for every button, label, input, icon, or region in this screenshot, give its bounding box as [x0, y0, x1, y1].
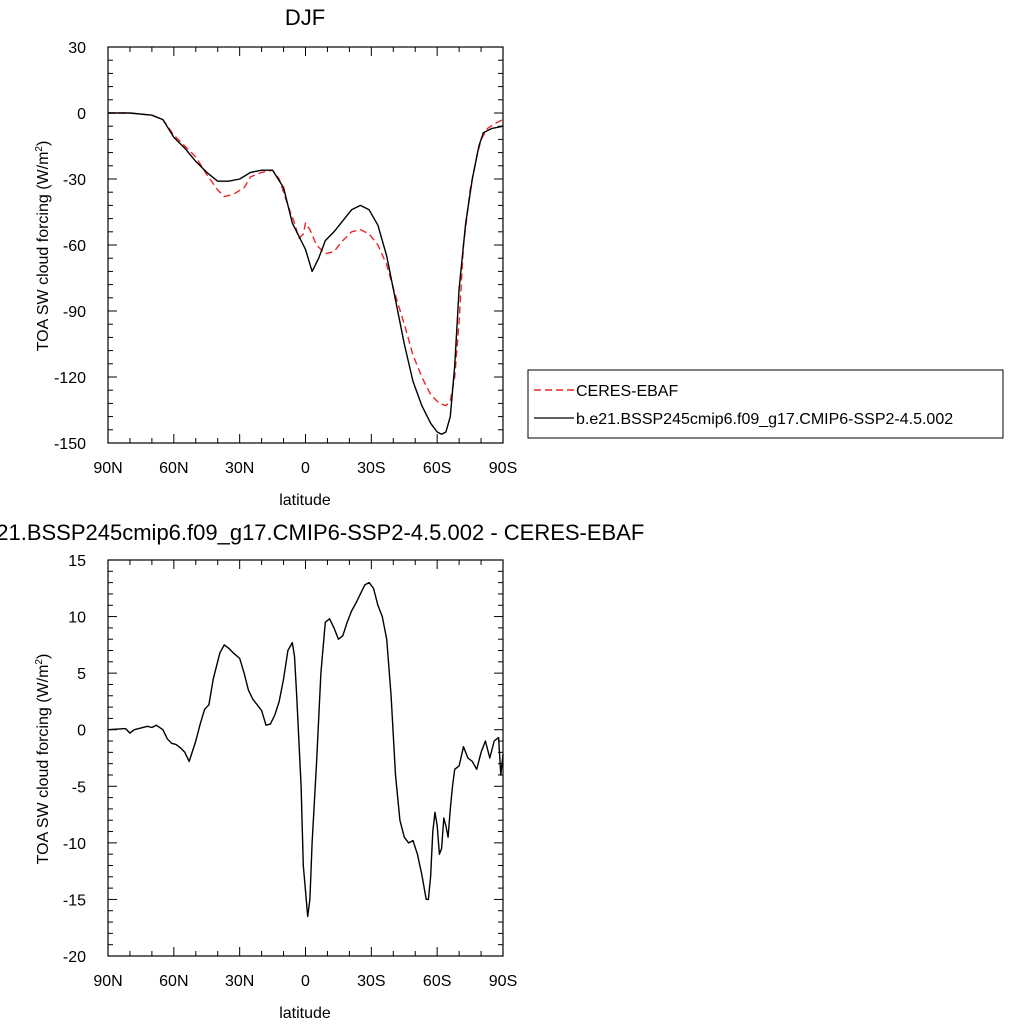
bottom-plot-area: 90N 60N 30N 0 30S 60S 90S -20 -15 -10 -5 0 5 10 15 [63, 553, 517, 990]
top-series-line-model [108, 112, 504, 435]
bottom-x-tick-label: 30S [357, 973, 385, 990]
bottom-x-tick-label: 60N [159, 973, 188, 990]
top-plot-area: 90N 60N 30N 0 30S 60S 90S -150 -120 -90 -60 -30 0 30 [54, 40, 517, 477]
top-y-tick-label: -120 [54, 370, 86, 387]
bottom-x-axis-label: latitude [279, 1005, 331, 1022]
bottom-y-tick-label: -15 [63, 892, 86, 909]
top-plot-frame [107, 46, 504, 444]
top-x-tick-label: 90N [93, 460, 122, 477]
bottom-y-tick-label: 5 [77, 666, 86, 683]
legend-label-model: b.e21.BSSP245cmip6.f09_g17.CMIP6-SSP2-4.… [576, 411, 953, 428]
top-y-tick-label: -90 [63, 304, 86, 321]
top-y-tick-label: 30 [68, 40, 86, 57]
bottom-x-tick-label: 0 [301, 973, 310, 990]
top-series-line-ceres-ebaf [108, 112, 504, 407]
bottom-y-tick-label: -5 [72, 779, 86, 796]
top-x-tick-label: 60S [423, 460, 451, 477]
bottom-y-tick-label: 0 [77, 723, 86, 740]
top-y-tick-label: -30 [63, 172, 86, 189]
top-y-tick-label: -60 [63, 238, 86, 255]
legend-label-ceres: CERES-EBAF [576, 383, 678, 400]
bottom-y-tick-label: -20 [63, 949, 86, 966]
bottom-y-axis-label: TOA SW cloud forcing (W/m2) [34, 654, 52, 865]
bottom-x-tick-label: 30N [225, 973, 254, 990]
bottom-x-tick-label: 90N [93, 973, 122, 990]
bottom-title: b.e21.BSSP245cmip6.f09_g17.CMIP6-SSP2-4.… [0, 520, 644, 545]
top-x-tick-label: 30N [225, 460, 254, 477]
top-x-tick-label: 60N [159, 460, 188, 477]
bottom-x-tick-label: 90S [489, 973, 517, 990]
top-panel: DJF 90N 60N 30N 0 30S 60S 90S -150 -120 -90 -60 -30… [34, 5, 1004, 509]
legend: CERES-EBAF b.e21.BSSP245cmip6.f09_g17.CM… [527, 369, 1004, 439]
top-x-tick-label: 90S [489, 460, 517, 477]
top-x-tick-label: 0 [301, 460, 310, 477]
top-y-tick-label: -150 [54, 436, 86, 453]
bottom-y-tick-label: 15 [68, 553, 86, 570]
bottom-y-tick-label: -10 [63, 836, 86, 853]
bottom-series-line-difference [107, 581, 504, 918]
top-title: DJF [285, 5, 325, 30]
bottom-x-tick-label: 60S [423, 973, 451, 990]
legend-box [527, 369, 1004, 439]
top-x-axis-label: latitude [279, 492, 331, 509]
bottom-y-tick-label: 10 [68, 610, 86, 627]
top-y-axis-label: TOA SW cloud forcing (W/m2) [34, 141, 52, 352]
bottom-panel: b.e21.BSSP245cmip6.f09_g17.CMIP6-SSP2-4.… [0, 520, 644, 1022]
top-x-tick-label: 30S [357, 460, 385, 477]
top-y-tick-label: 0 [77, 106, 86, 123]
